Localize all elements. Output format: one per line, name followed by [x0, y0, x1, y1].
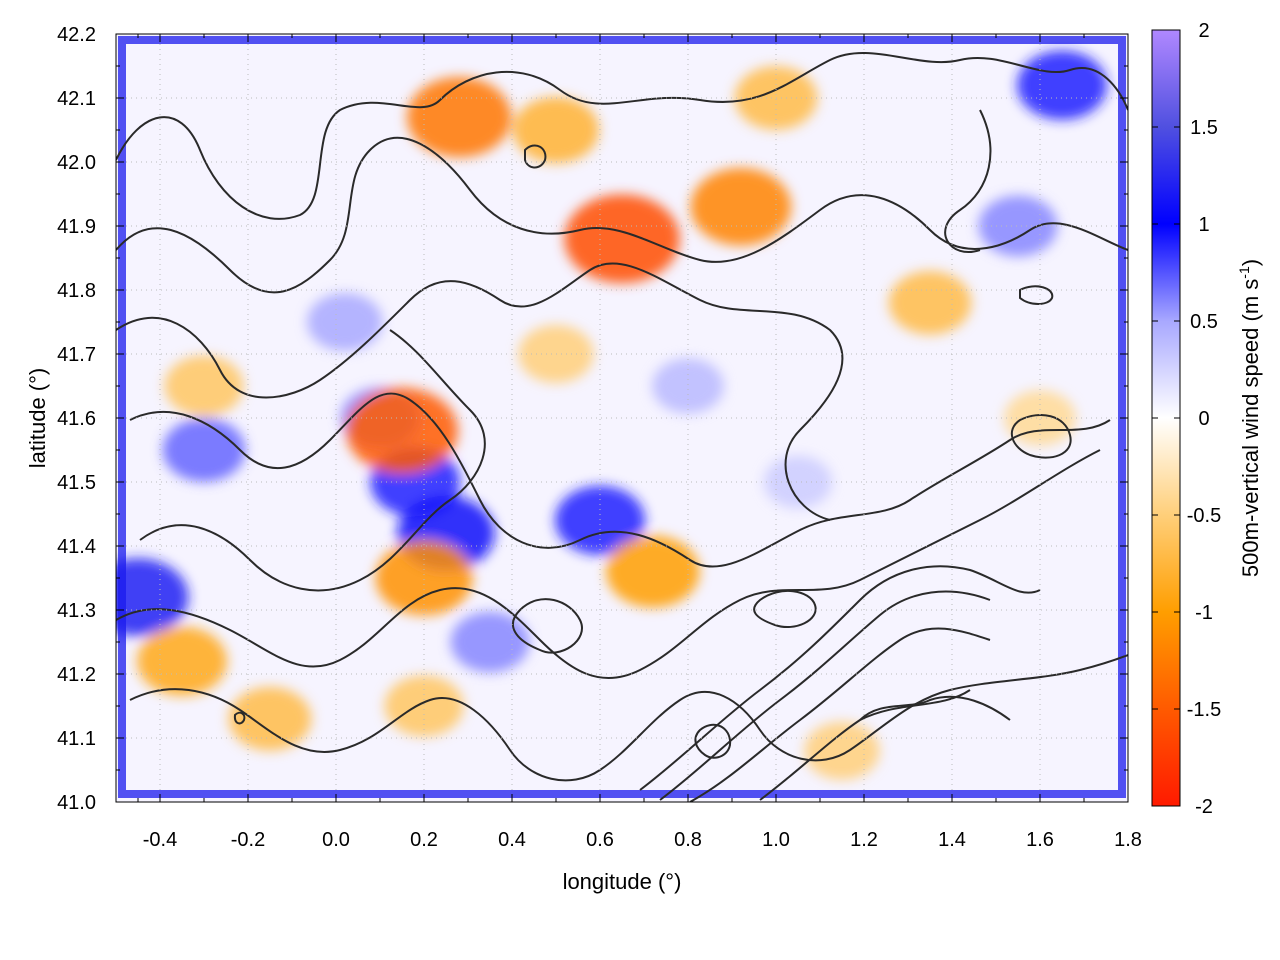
colorbar-label-close: )	[1238, 259, 1263, 266]
y-tick-label: 41.8	[57, 280, 96, 302]
x-tick-label: 0.8	[674, 829, 702, 851]
heatmap-cell	[406, 77, 512, 158]
heatmap-cell	[307, 293, 383, 351]
colorbar-tick-label: 0	[1198, 408, 1209, 430]
y-tick-labels: 41.0 41.1 41.2 41.3 41.4 41.5 41.6 41.7 41.8 41.9…	[57, 24, 96, 814]
contour-line	[753, 589, 817, 629]
contour-line	[116, 262, 844, 521]
contour-line	[694, 723, 732, 759]
y-tick-label: 41.0	[57, 792, 96, 814]
y-tick-label: 41.9	[57, 216, 96, 238]
x-tick-labels: -0.4 -0.2 0.0 0.2 0.4 0.6 0.8 1.0 1.2 1.4 1.6 1.8	[143, 829, 1142, 851]
heatmap-cell	[512, 96, 600, 164]
heatmap-cell	[606, 535, 700, 608]
heatmap-cell	[116, 558, 189, 636]
y-tick-label: 41.3	[57, 600, 96, 622]
contour-line	[116, 52, 1128, 220]
heatmap-cell	[763, 455, 833, 509]
y-tick-label: 41.2	[57, 664, 96, 686]
colorbar-tick-label: -2	[1195, 796, 1213, 818]
heatmap-cell	[1004, 390, 1076, 446]
contour-line	[1019, 285, 1054, 305]
colorbar-tick-label: 1.5	[1190, 117, 1218, 139]
heatmap-cell	[1017, 50, 1107, 120]
y-axis-label: latitude (°)	[25, 368, 50, 469]
heatmap-cell	[346, 387, 458, 474]
contour-line	[511, 598, 583, 654]
colorbar-tick-label: -0.5	[1187, 505, 1221, 527]
heatmap-cell	[164, 355, 244, 417]
colorbar-label-sup: -1	[1236, 266, 1252, 279]
heatmap-cell	[888, 271, 972, 335]
heatmap-cell	[564, 194, 680, 284]
contour-line	[116, 136, 1128, 294]
contour-line	[233, 711, 246, 725]
colorbar-label: 500m-vertical wind speed (m s-1)	[1236, 259, 1263, 577]
contour-line	[139, 329, 486, 592]
colorbar-tick-labels: 2 1.5 1 0.5 0 -0.5 -1 -1.5 -2	[1187, 20, 1221, 818]
colorbar-label-main: 500m-vertical wind speed (m s	[1238, 279, 1263, 577]
contour-line	[639, 565, 1041, 791]
y-tick-label: 41.4	[57, 536, 96, 558]
colorbar-tick-label: 1	[1198, 214, 1209, 236]
contour-line	[944, 109, 992, 253]
x-tick-label: 0.6	[586, 829, 614, 851]
x-tick-label: 0.4	[498, 829, 526, 851]
x-tick-label: 1.8	[1114, 829, 1142, 851]
y-tick-label: 42.0	[57, 152, 96, 174]
contour-line	[659, 590, 991, 801]
y-tick-label: 41.1	[57, 728, 96, 750]
contour-line	[129, 654, 1128, 782]
x-tick-label: 1.2	[850, 829, 878, 851]
heatmap-field	[116, 50, 1107, 780]
colorbar-ticks	[1152, 29, 1180, 807]
colorbar-tick-label: 2	[1198, 20, 1209, 42]
x-tick-label: -0.2	[231, 829, 265, 851]
contour-line	[859, 695, 1011, 721]
colorbar-tick-label: 0.5	[1190, 311, 1218, 333]
y-tick-label: 42.2	[57, 24, 96, 46]
x-tick-label: 1.6	[1026, 829, 1054, 851]
x-tick-label: -0.4	[143, 829, 177, 851]
x-tick-label: 0.2	[410, 829, 438, 851]
heatmap-cell	[375, 540, 473, 616]
contour-line	[689, 627, 991, 802]
heatmap-cell	[137, 626, 227, 696]
contour-line	[129, 392, 1111, 568]
contour-line	[1010, 414, 1072, 459]
y-tick-label: 41.7	[57, 344, 96, 366]
heatmap-cell	[384, 675, 464, 737]
x-tick-label: 0.0	[322, 829, 350, 851]
heatmap-cell	[652, 358, 724, 414]
heatmap-cell	[228, 687, 312, 751]
heatmap-cell	[804, 721, 880, 780]
x-axis-label: longitude (°)	[563, 869, 682, 894]
contour-line	[524, 144, 547, 169]
y-tick-label: 41.5	[57, 472, 96, 494]
colorbar-tick-label: -1	[1195, 602, 1213, 624]
heatmap-cell	[162, 418, 246, 482]
colorbar-tick-label: -1.5	[1187, 699, 1221, 721]
axis-ticks	[116, 33, 1129, 803]
domain-boundary	[118, 36, 1126, 798]
heatmap-cell	[978, 195, 1058, 257]
heatmap-cell	[450, 611, 530, 673]
x-tick-label: 1.0	[762, 829, 790, 851]
x-tick-label: 1.4	[938, 829, 966, 851]
heatmap-cell	[555, 485, 645, 555]
y-tick-label: 42.1	[57, 88, 96, 110]
y-tick-label: 41.6	[57, 408, 96, 430]
